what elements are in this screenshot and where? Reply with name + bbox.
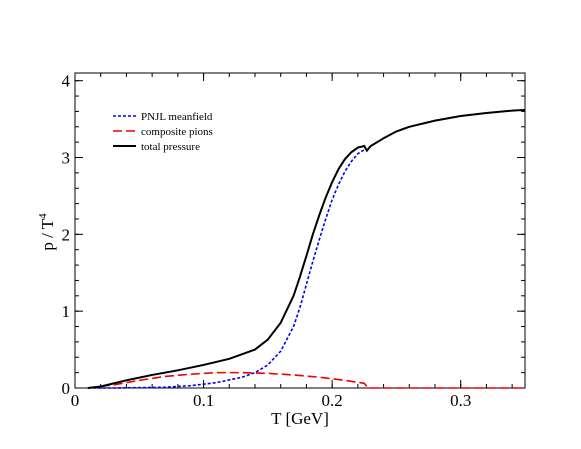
y-tick-label: 2 xyxy=(62,225,71,244)
x-tick-label: 0.2 xyxy=(322,391,343,410)
plot-frame xyxy=(74,72,526,389)
series-line-composite-pions xyxy=(87,371,525,389)
legend-label-pnjl-meanfield: PNJL meanfield xyxy=(141,111,213,123)
y-tick-label: 0 xyxy=(62,379,71,398)
x-tick-label: 0 xyxy=(71,391,80,410)
series-group xyxy=(87,108,526,389)
legend-label-composite-pions: composite pions xyxy=(141,126,213,138)
series-line-pnjl-meanfield xyxy=(87,149,365,389)
x-tick-label: 0.3 xyxy=(450,391,471,410)
legend-label-total-pressure: total pressure xyxy=(141,141,200,153)
y-tick-label: 4 xyxy=(62,72,71,91)
legend-box xyxy=(109,105,223,159)
y-tick-label: 1 xyxy=(62,302,71,321)
x-tick-label: 0.1 xyxy=(193,391,214,410)
x-axis-label: T [GeV] xyxy=(271,409,329,428)
y-axis-label-superscript: 4 xyxy=(37,213,49,219)
legend: PNJL meanfield composite pions total press… xyxy=(109,105,223,159)
y-axis-label: p / T4 xyxy=(37,213,57,251)
series-line-total-pressure xyxy=(87,108,526,389)
ticks-group xyxy=(74,73,525,389)
y-tick-label: 3 xyxy=(62,149,71,168)
y-axis-label-main: p / T xyxy=(38,218,57,250)
tick-labels-group: 0 0.1 0.2 0.3 0 1 2 3 4 xyxy=(62,72,472,410)
